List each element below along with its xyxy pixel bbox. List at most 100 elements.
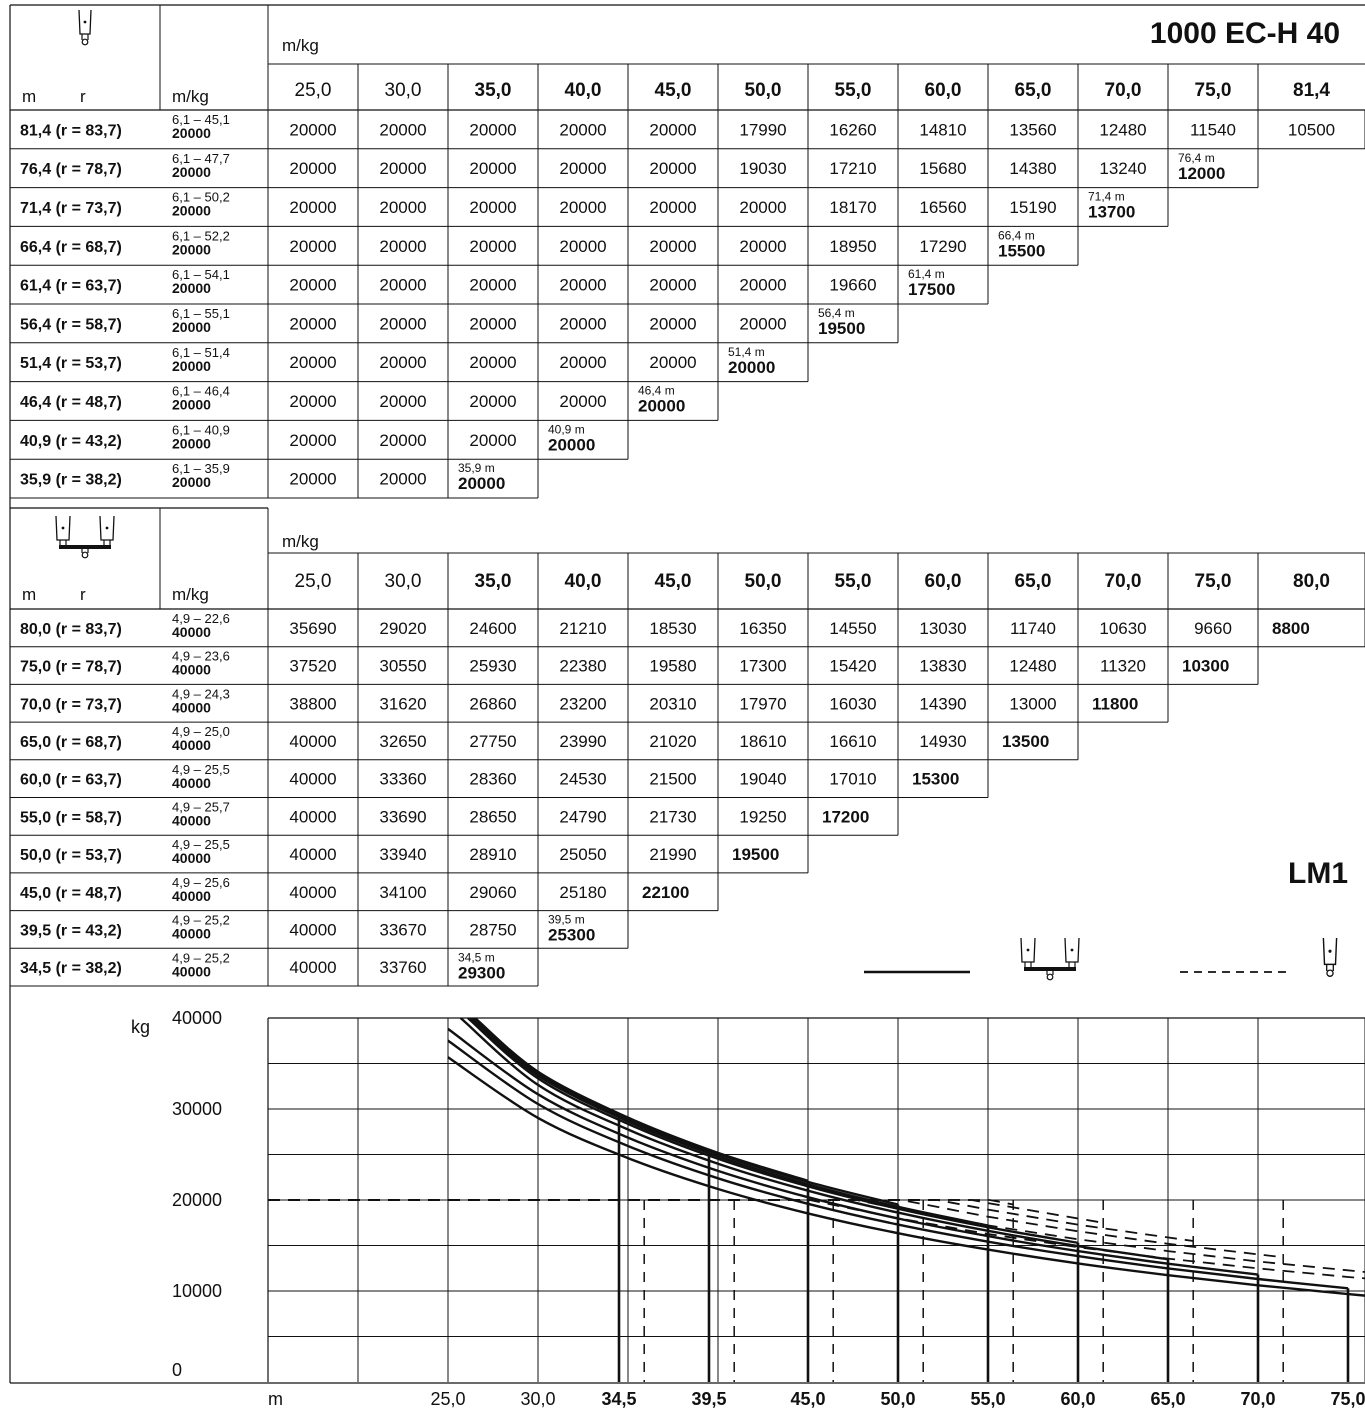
load-value: 20000 <box>469 353 516 372</box>
tip-load-value: 29300 <box>458 963 505 982</box>
jib-length-label: 66,4 (r = 68,7) <box>20 239 122 256</box>
double-hook-curve <box>468 1018 620 1117</box>
tip-length-label: 34,5 m <box>458 950 495 964</box>
load-value: 28360 <box>469 770 516 789</box>
load-value: 20000 <box>289 237 336 256</box>
load-value: 20000 <box>649 353 696 372</box>
load-value: 20000 <box>559 276 606 295</box>
tip-load-value: 11800 <box>1092 694 1138 713</box>
load-value: 25930 <box>469 657 516 676</box>
load-value: 20000 <box>739 314 786 333</box>
tip-length-label: 71,4 m <box>1088 190 1125 204</box>
max-load-label: 40000 <box>172 737 211 753</box>
load-value: 40000 <box>289 883 336 902</box>
head-mkg-label: m/kg <box>172 585 209 604</box>
load-value: 19580 <box>649 657 696 676</box>
load-value: 20000 <box>379 120 426 139</box>
head-mkg-label: m/kg <box>172 87 209 106</box>
range-label: 4,9 – 25,5 <box>172 762 230 777</box>
load-value: 13560 <box>1009 120 1056 139</box>
load-value: 20000 <box>379 198 426 217</box>
load-value: 34100 <box>379 883 426 902</box>
radius-column-header: 80,0 <box>1293 571 1330 592</box>
load-value: 17210 <box>829 159 876 178</box>
load-value: 20000 <box>559 237 606 256</box>
double-hook-curve <box>459 1018 1169 1261</box>
load-value: 20000 <box>559 198 606 217</box>
load-value: 20000 <box>289 431 336 450</box>
radius-column-header: 25,0 <box>295 80 332 101</box>
double-hook-curve <box>470 1018 989 1227</box>
range-label: 6,1 – 40,9 <box>172 422 230 437</box>
load-value: 21730 <box>649 807 696 826</box>
max-load-label: 40000 <box>172 699 211 715</box>
tip-length-label: 51,4 m <box>728 345 765 359</box>
load-value: 18530 <box>649 619 696 638</box>
jib-length-label: 76,4 (r = 78,7) <box>20 161 122 178</box>
load-value: 21210 <box>559 619 606 638</box>
max-load-label: 40000 <box>172 813 211 829</box>
radius-column-header: 65,0 <box>1015 571 1052 592</box>
legend-double-hook-icon <box>1020 937 1080 981</box>
load-value: 12480 <box>1009 657 1056 676</box>
range-label: 4,9 – 25,2 <box>172 950 230 965</box>
max-load-label: 20000 <box>172 474 211 490</box>
radius-column-header: 65,0 <box>1015 80 1052 101</box>
load-value: 40000 <box>289 845 336 864</box>
range-label: 4,9 – 25,5 <box>172 837 230 852</box>
load-value: 24600 <box>469 619 516 638</box>
jib-length-label: 51,4 (r = 53,7) <box>20 355 122 372</box>
jib-length-label: 60,0 (r = 63,7) <box>20 772 122 789</box>
load-value: 20000 <box>289 392 336 411</box>
load-value: 20000 <box>469 314 516 333</box>
load-value: 20000 <box>379 431 426 450</box>
load-value: 28910 <box>469 845 516 864</box>
head-m-label: m <box>22 87 36 106</box>
x-tick-label: 65,0 <box>1150 1389 1185 1409</box>
load-value: 20000 <box>649 120 696 139</box>
load-value: 20000 <box>289 120 336 139</box>
load-value: 10630 <box>1099 619 1146 638</box>
radius-column-header: 45,0 <box>655 80 692 101</box>
max-load-label: 20000 <box>172 397 211 413</box>
load-value: 20000 <box>739 198 786 217</box>
load-value: 17970 <box>739 694 786 713</box>
jib-length-label: 39,5 (r = 43,2) <box>20 922 122 939</box>
range-label: 4,9 – 23,6 <box>172 649 230 664</box>
tip-length-label: 76,4 m <box>1178 151 1215 165</box>
load-value: 20000 <box>379 470 426 489</box>
jib-length-label: 80,0 (r = 83,7) <box>20 621 122 638</box>
load-value: 25050 <box>559 845 606 864</box>
tip-load-value: 12000 <box>1178 164 1225 183</box>
x-tick-label: 34,5 <box>601 1389 636 1409</box>
load-value: 16260 <box>829 120 876 139</box>
load-value: 19250 <box>739 807 786 826</box>
range-label: 6,1 – 52,2 <box>172 228 230 243</box>
load-value: 21990 <box>649 845 696 864</box>
jib-length-label: 45,0 (r = 48,7) <box>20 885 122 902</box>
load-value: 18170 <box>829 198 876 217</box>
head-r-label: r <box>80 585 86 604</box>
x-tick-label: 25,0 <box>430 1389 465 1409</box>
tip-load-value: 20000 <box>548 435 595 454</box>
single-hook-curve <box>268 1199 1365 1273</box>
load-value: 24530 <box>559 770 606 789</box>
load-value: 33360 <box>379 770 426 789</box>
load-value: 20000 <box>739 276 786 295</box>
load-value: 20000 <box>379 159 426 178</box>
range-label: 6,1 – 45,1 <box>172 112 230 127</box>
load-value: 20000 <box>469 237 516 256</box>
radius-column-header: 40,0 <box>565 80 602 101</box>
tip-load-value: 13700 <box>1088 203 1135 222</box>
tip-load-value: 19500 <box>818 319 865 338</box>
max-load-label: 40000 <box>172 926 211 942</box>
load-value: 16350 <box>739 619 786 638</box>
load-value: 20000 <box>379 314 426 333</box>
load-value: 32650 <box>379 732 426 751</box>
load-value: 20000 <box>289 198 336 217</box>
tip-length-label: 39,5 m <box>548 913 585 927</box>
y-tick-label: 40000 <box>172 1008 222 1028</box>
double-hook-curve <box>474 1018 809 1183</box>
unit-label: m/kg <box>282 36 319 55</box>
tip-length-label: 56,4 m <box>818 306 855 320</box>
